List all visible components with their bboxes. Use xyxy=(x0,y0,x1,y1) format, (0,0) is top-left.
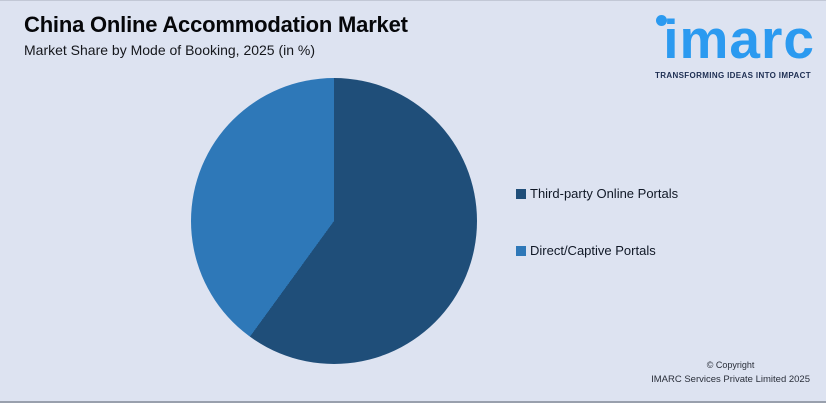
copyright-line1: © Copyright xyxy=(706,360,755,370)
legend-swatch-light-icon xyxy=(516,245,526,256)
page-subtitle: Market Share by Mode of Booking, 2025 (i… xyxy=(24,42,316,58)
imarc-tagline: TRANSFORMING IDEAS INTO IMPACT xyxy=(655,71,811,80)
legend-swatch-dark-icon xyxy=(516,188,526,199)
legend-item-direct-captive: Direct/Captive Portals xyxy=(516,243,678,258)
pie-chart xyxy=(191,78,477,364)
copyright-line2: IMARC Services Private Limited 2025 xyxy=(651,374,810,385)
legend-item-third-party: Third-party Online Portals xyxy=(516,186,678,201)
chart-legend: Third-party Online Portals Direct/Captiv… xyxy=(516,186,678,258)
page-title: China Online Accommodation Market xyxy=(24,12,408,37)
imarc-logo: imarc TRANSFORMING IDEAS INTO IMPACT xyxy=(651,7,815,85)
legend-label: Third-party Online Portals xyxy=(530,186,679,201)
imarc-dot-icon xyxy=(656,15,667,26)
copyright-block: © Copyright IMARC Services Private Limit… xyxy=(651,360,810,385)
legend-label: Direct/Captive Portals xyxy=(530,243,656,258)
imarc-wordmark: imarc xyxy=(663,8,815,70)
